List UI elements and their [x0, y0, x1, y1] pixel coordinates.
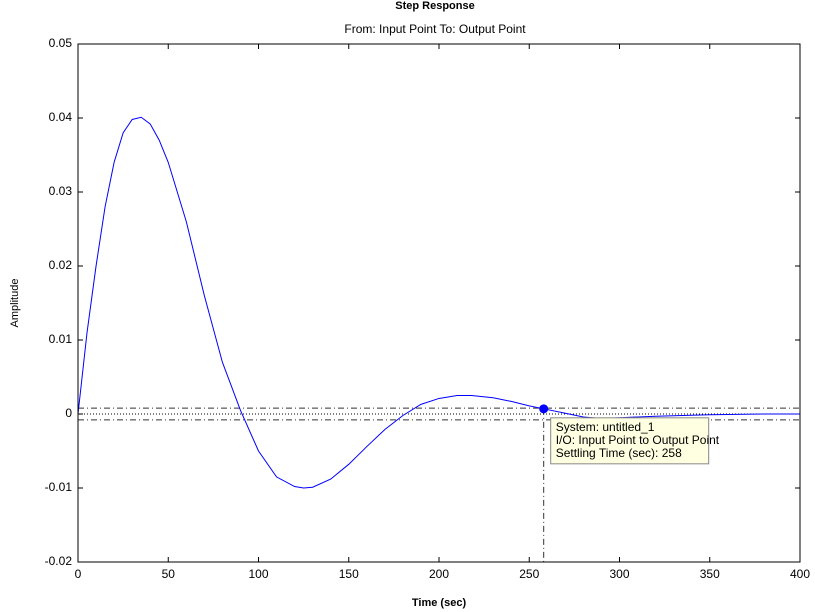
- chart-subtitle: From: Input Point To: Output Point: [344, 22, 526, 36]
- y-tick-label: 0.05: [49, 36, 73, 50]
- x-tick-label: 200: [429, 567, 449, 581]
- y-tick-label: 0.03: [49, 184, 73, 198]
- x-tick-label: 150: [339, 567, 359, 581]
- y-axis-label: Amplitude: [9, 279, 21, 328]
- y-tick-label: -0.02: [45, 554, 73, 568]
- x-tick-label: 0: [75, 567, 82, 581]
- x-tick-label: 50: [162, 567, 176, 581]
- datatip-box: [550, 417, 710, 465]
- x-tick-label: 300: [609, 567, 629, 581]
- datatip-line: Settling Time (sec): 258: [556, 446, 682, 460]
- y-tick-label: -0.01: [45, 480, 73, 494]
- datatip: System: untitled_1I/O: Input Point to Ou…: [550, 417, 720, 465]
- datatip-line: I/O: Input Point to Output Point: [556, 433, 720, 447]
- y-tick-label: 0: [65, 406, 72, 420]
- plot-frame: [77, 43, 801, 563]
- chart-title: Step Response: [395, 0, 474, 12]
- x-axis-label: Time (sec): [412, 597, 467, 609]
- x-tick-label: 100: [248, 567, 268, 581]
- y-tick-label: 0.02: [49, 258, 73, 272]
- y-tick-label: 0.01: [49, 332, 73, 346]
- plot-area: [78, 44, 800, 562]
- x-tick-label: 350: [700, 567, 720, 581]
- settling-point: [539, 404, 549, 414]
- y-tick-label: 0.04: [49, 110, 73, 124]
- datatip-line: System: untitled_1: [556, 420, 655, 434]
- series-line: [77, 116, 800, 489]
- x-tick-label: 250: [519, 567, 539, 581]
- x-tick-label: 400: [790, 567, 810, 581]
